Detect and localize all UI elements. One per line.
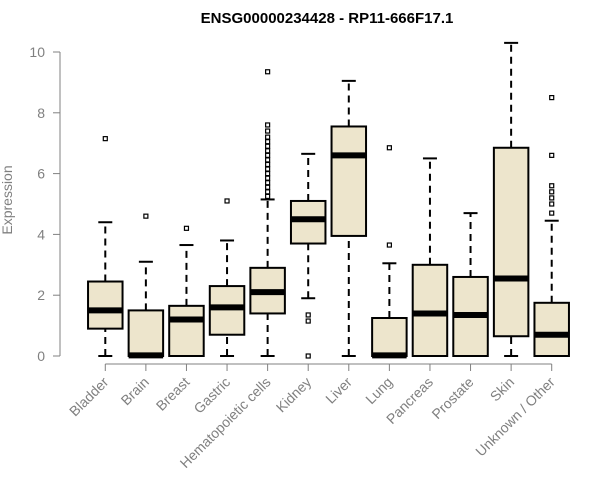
y-tick-label: 10 [29,44,45,60]
box-liver [330,79,368,357]
outlier-point [305,312,311,318]
box-prostate [452,212,489,357]
outlier-point [549,201,555,207]
outlier-point [386,145,392,151]
boxes-group [87,41,570,359]
outlier-point [549,183,555,189]
x-category-label: Brain [118,374,152,408]
y-tick-label: 0 [37,348,45,364]
iqr-box [411,263,449,357]
outlier-point [143,213,149,219]
box-bladder [87,136,124,357]
outlier-point [549,94,555,101]
outlier-point [549,210,555,216]
iqr-box [371,317,408,357]
outlier-point [305,318,311,324]
box-hematopoietic-cells [249,69,286,357]
outlier-point [305,353,311,359]
iqr-box [533,301,570,357]
outlier-point [265,180,271,186]
outlier-point [265,157,271,163]
outlier-point [265,139,271,145]
box-lung [371,145,408,359]
iqr-box [168,304,205,357]
outlier-point [265,148,271,154]
chart-title: ENSG00000234428 - RP11-666F17.1 [201,10,454,27]
iqr-box [289,199,327,245]
iqr-box [208,285,246,336]
y-tick-label: 4 [37,226,45,242]
x-category-label: Kidney [273,374,315,416]
x-category-label: Liver [322,374,355,407]
iqr-box [330,125,368,237]
x-category-label: Prostate [428,374,476,422]
x-category-label: Breast [153,374,193,414]
outlier-point [549,152,555,158]
outlier-point [183,225,190,231]
outlier-point [549,189,555,195]
box-brain [127,213,165,359]
box-breast [168,225,205,357]
box-kidney [289,152,327,359]
y-tick-label: 2 [37,287,45,303]
outlier-point [265,161,271,168]
y-tick-label: 8 [37,105,45,121]
y-axis: 0 2 4 6 8 10 [29,44,61,364]
x-category-label: Lung [362,374,395,407]
outlier-point [265,171,271,177]
outlier-point [265,69,271,75]
y-tick-label: 6 [37,166,45,182]
outlier-point [265,128,271,134]
iqr-box [492,146,530,338]
outlier-point [265,143,271,149]
outlier-point [549,195,555,201]
outlier-point [265,122,271,128]
x-category-label: Skin [487,374,518,405]
y-axis-title: Expression [0,165,15,234]
box-skin [492,41,530,357]
outlier-point [224,198,230,204]
outlier-point [265,175,271,181]
outlier-point [265,193,271,199]
outlier-point [265,134,271,140]
outlier-point [265,166,271,172]
outlier-point [102,136,108,142]
x-category-label: Bladder [66,374,112,420]
outlier-point [265,189,271,195]
outlier-point [386,242,392,248]
iqr-box [127,309,165,357]
iqr-box [87,280,124,330]
outlier-point [265,152,271,158]
box-gastric [208,198,246,357]
box-pancreas [411,157,449,357]
outlier-point [265,184,271,190]
box-unknown-other [533,94,570,357]
